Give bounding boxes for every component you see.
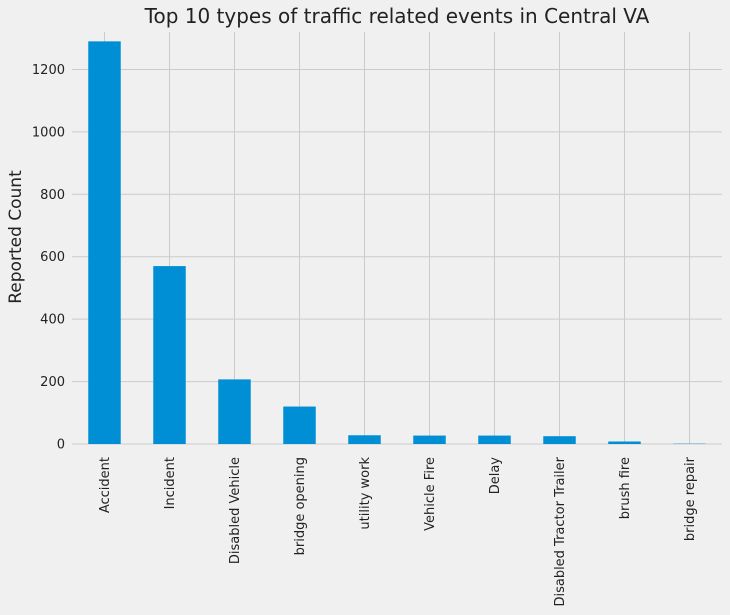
y-tick-label: 200: [40, 375, 65, 390]
x-tick-label: bridge repair: [683, 456, 698, 541]
bar: [283, 406, 316, 444]
x-tick-label: Incident: [163, 457, 178, 509]
bar: [543, 436, 576, 444]
chart-title: Top 10 types of traffic related events i…: [144, 4, 650, 28]
y-tick-label: 400: [40, 313, 65, 328]
bar: [88, 41, 121, 444]
x-tick-label: brush fire: [618, 457, 633, 519]
bar: [348, 435, 381, 444]
x-tick-label: Disabled Tractor Trailer: [553, 456, 568, 606]
bar: [413, 435, 446, 444]
y-tick-label: 1000: [32, 125, 65, 140]
y-tick-label: 600: [40, 250, 65, 265]
bar: [218, 379, 251, 444]
x-tick-label: Accident: [98, 457, 113, 513]
x-tick-label: utility work: [358, 457, 373, 530]
x-tick-label: Disabled Vehicle: [228, 457, 243, 564]
y-tick-label: 800: [40, 188, 65, 203]
bar: [478, 435, 511, 444]
x-tick-label: Vehicle Fire: [423, 457, 438, 531]
y-tick-label: 1200: [32, 63, 65, 78]
bars: [88, 41, 706, 444]
x-tick-labels: Accident Incident Disabled Vehicle bridge o…: [98, 456, 698, 606]
bar: [608, 441, 641, 444]
bar: [153, 266, 186, 444]
y-tick-label: 0: [57, 438, 65, 453]
x-tick-label: Delay: [488, 457, 503, 495]
x-tick-label: bridge opening: [293, 457, 308, 555]
y-tick-labels: 0 200 400 600 800 1000 1200: [32, 63, 65, 453]
y-axis-label: Reported Count: [6, 170, 26, 304]
